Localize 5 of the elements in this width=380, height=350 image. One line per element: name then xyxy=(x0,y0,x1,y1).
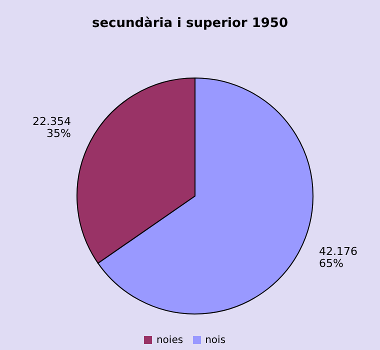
chart-title: secundària i superior 1950 xyxy=(90,16,290,31)
legend-label: nois xyxy=(205,335,226,346)
data-label: 22.354 35% xyxy=(32,115,71,140)
legend-label: noies xyxy=(156,335,184,346)
data-label: 42.176 65% xyxy=(319,244,358,270)
